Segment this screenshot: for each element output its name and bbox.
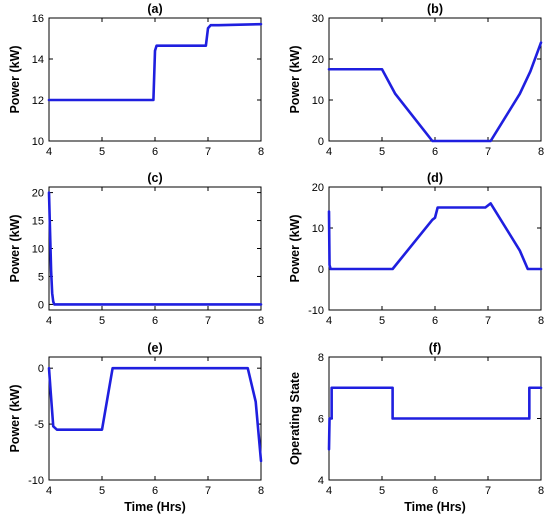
x-tick-label: 6	[432, 146, 438, 158]
x-tick-label: 7	[205, 485, 211, 497]
y-tick-label: 30	[312, 13, 324, 25]
x-axis-label: Time (Hrs)	[404, 500, 466, 514]
y-tick-label: -10	[308, 305, 324, 317]
series-line	[47, 22, 263, 102]
x-tick-label: 5	[379, 485, 385, 497]
x-tick-label: 7	[485, 146, 491, 158]
plot-frame	[328, 186, 542, 311]
chart-title: (b)	[427, 2, 443, 16]
series-line	[47, 191, 263, 306]
y-tick-label: 0	[38, 299, 44, 311]
y-tick-label: 8	[318, 352, 324, 364]
y-tick-label: 5	[38, 271, 44, 283]
y-tick-label: 4	[318, 475, 324, 487]
y-tick-label: 10	[32, 244, 44, 256]
y-tick-label: 10	[312, 223, 324, 235]
x-tick-label: 5	[99, 315, 105, 327]
y-axis-label: Power (kW)	[288, 45, 302, 113]
plot-frame	[48, 356, 262, 481]
chart-panel-1: (a) 4 5 6 7 8 10 12 14 16 Power (kW)	[8, 2, 264, 158]
x-tick-label: 4	[326, 146, 332, 158]
y-axis-label: Power (kW)	[8, 384, 22, 452]
x-tick-label: 5	[99, 146, 105, 158]
chart-panel-4: (d) 4 5 6 7 8 -10 0 10 20 Power (kW)	[288, 171, 544, 327]
x-tick-label: 4	[46, 146, 52, 158]
y-tick-label: 20	[312, 182, 324, 194]
x-tick-label: 8	[258, 146, 264, 158]
x-tick-label: 6	[152, 315, 158, 327]
x-tick-label: 5	[379, 315, 385, 327]
x-tick-label: 8	[258, 485, 264, 497]
x-tick-label: 8	[538, 315, 544, 327]
chart-title: (e)	[147, 341, 162, 355]
y-tick-label: 12	[32, 95, 44, 107]
y-tick-label: 14	[32, 54, 44, 66]
chart-title: (d)	[427, 171, 443, 185]
y-axis-label: Operating State	[288, 372, 302, 465]
chart-title: (c)	[147, 171, 162, 185]
y-tick-label: 0	[318, 264, 324, 276]
plot-frame	[328, 17, 542, 142]
chart-panel-6: (f) 4 5 6 7 8 4 6 8 Operating State Time (Hrs)	[288, 341, 544, 514]
chart-title: (f)	[429, 341, 442, 355]
y-tick-label: 0	[38, 363, 44, 375]
y-tick-label: 0	[318, 136, 324, 148]
x-tick-label: 6	[432, 485, 438, 497]
x-tick-label: 8	[538, 485, 544, 497]
series-line	[327, 41, 543, 143]
plot-frame	[48, 186, 262, 311]
y-tick-label: -5	[34, 419, 44, 431]
x-tick-label: 6	[432, 315, 438, 327]
x-tick-label: 4	[326, 485, 332, 497]
chart-title: (a)	[147, 2, 162, 16]
y-tick-label: 15	[32, 216, 44, 228]
x-tick-label: 8	[538, 146, 544, 158]
x-tick-label: 8	[258, 315, 264, 327]
x-tick-label: 7	[205, 146, 211, 158]
x-tick-label: 5	[99, 485, 105, 497]
chart-panel-3: (c) 4 5 6 7 8 0 5 10 15 20 Power (kW)	[8, 171, 264, 327]
y-axis-label: Power (kW)	[8, 214, 22, 282]
y-tick-label: 20	[32, 188, 44, 200]
series-line	[327, 386, 543, 451]
x-axis-label: Time (Hrs)	[124, 500, 186, 514]
y-tick-label: 10	[32, 136, 44, 148]
x-tick-label: 4	[46, 485, 52, 497]
x-tick-label: 5	[379, 146, 385, 158]
y-tick-label: 10	[312, 95, 324, 107]
x-tick-label: 6	[152, 146, 158, 158]
y-tick-label: 20	[312, 54, 324, 66]
x-tick-label: 7	[485, 315, 491, 327]
y-axis-label: Power (kW)	[288, 214, 302, 282]
series-line	[327, 202, 543, 271]
chart-panel-5: (e) 4 5 6 7 8 -10 -5 0 Power (kW) Time (Hrs)	[8, 341, 264, 514]
chart-panel-2: (b) 4 5 6 7 8 0 10 20 30 Power (kW)	[288, 2, 544, 158]
x-tick-label: 4	[46, 315, 52, 327]
y-tick-label: 16	[32, 13, 44, 25]
y-tick-label: -10	[28, 475, 44, 487]
y-tick-label: 6	[318, 414, 324, 426]
x-tick-label: 7	[205, 315, 211, 327]
x-tick-label: 7	[485, 485, 491, 497]
series-line	[47, 366, 263, 463]
x-tick-label: 6	[152, 485, 158, 497]
x-tick-label: 4	[326, 315, 332, 327]
y-axis-label: Power (kW)	[8, 45, 22, 113]
